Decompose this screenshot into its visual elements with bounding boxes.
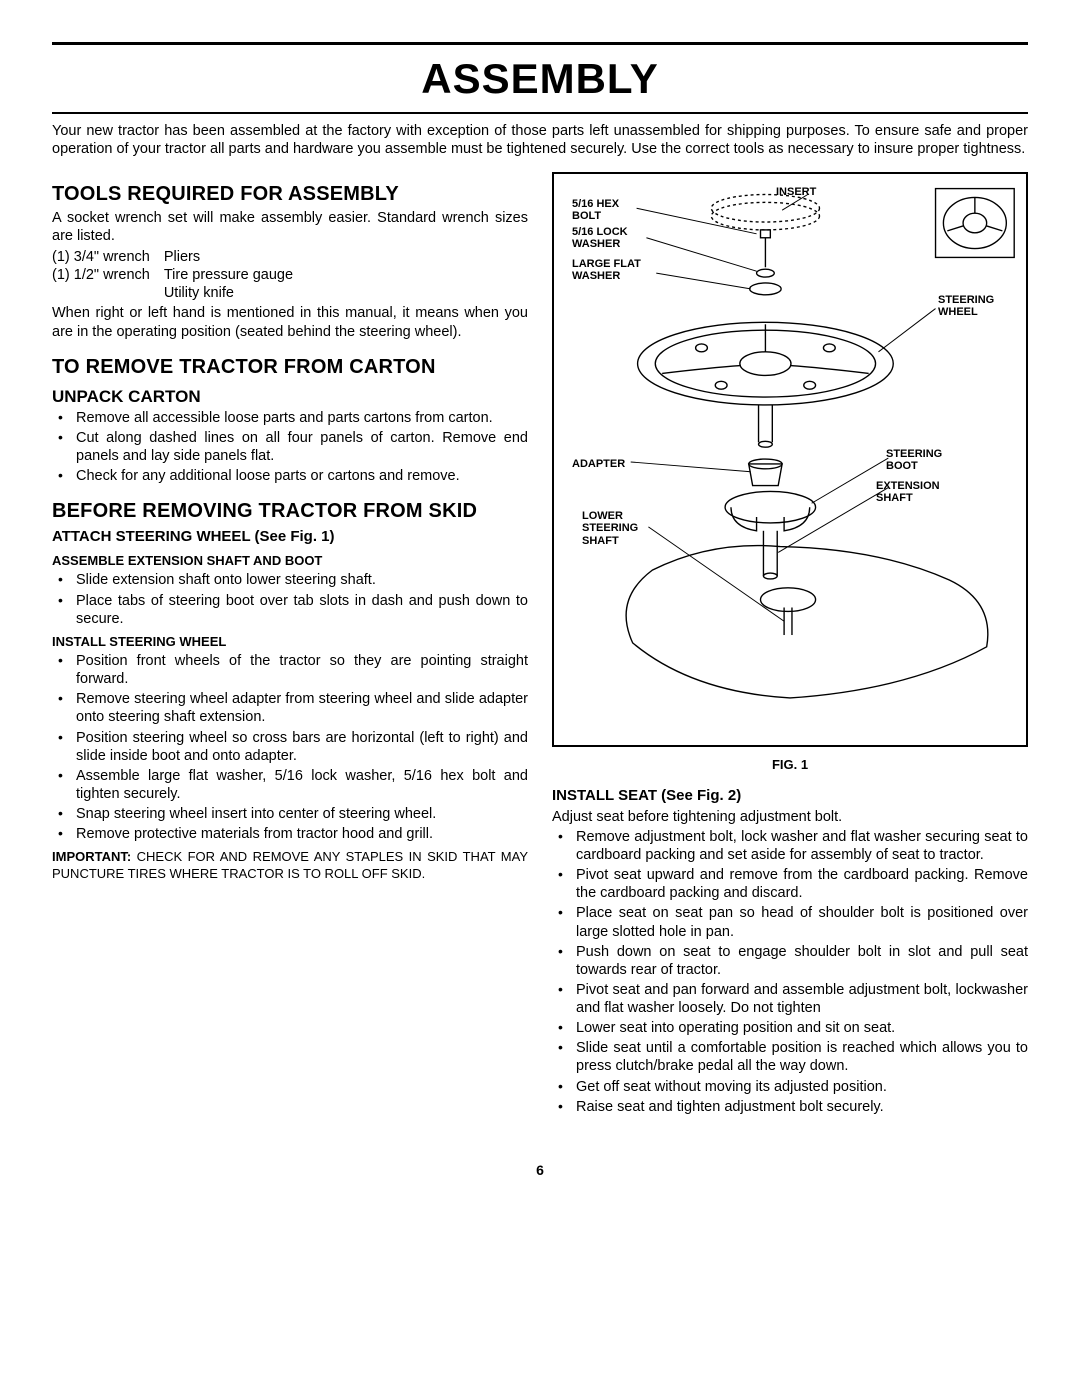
- figure-1-diagram: 5/16 HEX BOLT 5/16 LOCK WASHER LARGE FLA…: [552, 172, 1028, 747]
- list-item: Slide extension shaft onto lower steerin…: [76, 571, 528, 589]
- tool-cell: Tire pressure gauge: [164, 266, 307, 284]
- table-row: (1) 1/2" wrench Tire pressure gauge: [52, 266, 307, 284]
- list-item: Remove adjustment bolt, lock washer and …: [576, 828, 1028, 864]
- seat-lead: Adjust seat before tightening adjustment…: [552, 808, 1028, 826]
- tools-table: (1) 3/4" wrench Pliers (1) 1/2" wrench T…: [52, 248, 307, 302]
- list-item: Pivot seat and pan forward and assemble …: [576, 981, 1028, 1017]
- tool-cell: Pliers: [164, 248, 307, 266]
- list-item: Raise seat and tighten adjustment bolt s…: [576, 1098, 1028, 1116]
- assemble-shaft-heading: ASSEMBLE EXTENSION SHAFT AND BOOT: [52, 553, 528, 569]
- table-row: Utility knife: [52, 284, 307, 302]
- tools-note: When right or left hand is mentioned in …: [52, 304, 528, 340]
- assemble-shaft-list: Slide extension shaft onto lower steerin…: [52, 571, 528, 627]
- remove-heading: TO REMOVE TRACTOR FROM CARTON: [52, 355, 528, 380]
- list-item: Remove all accessible loose parts and pa…: [76, 409, 528, 427]
- list-item: Get off seat without moving its adjusted…: [576, 1078, 1028, 1096]
- label-steering-wheel: STEERING WHEEL: [938, 294, 1008, 319]
- list-item: Remove steering wheel adapter from steer…: [76, 690, 528, 726]
- tools-lead: A socket wrench set will make assembly e…: [52, 209, 528, 245]
- two-column-layout: TOOLS REQUIRED FOR ASSEMBLY A socket wre…: [52, 168, 1028, 1118]
- label-steering-boot: STEERING BOOT: [886, 448, 956, 473]
- list-item: Place seat on seat pan so head of should…: [576, 904, 1028, 940]
- list-item: Pivot seat upward and remove from the ca…: [576, 866, 1028, 902]
- list-item: Remove protective materials from tractor…: [76, 825, 528, 843]
- list-item: Check for any additional loose parts or …: [76, 467, 528, 485]
- page-number: 6: [52, 1162, 1028, 1180]
- list-item: Cut along dashed lines on all four panel…: [76, 429, 528, 465]
- list-item: Snap steering wheel insert into center o…: [76, 805, 528, 823]
- label-extension-shaft: EXTENSION SHAFT: [876, 480, 956, 505]
- list-item: Position front wheels of the tractor so …: [76, 652, 528, 688]
- important-label: IMPORTANT:: [52, 849, 131, 864]
- table-row: (1) 3/4" wrench Pliers: [52, 248, 307, 266]
- rule-top: [52, 42, 1028, 45]
- list-item: Position steering wheel so cross bars ar…: [76, 729, 528, 765]
- seat-list: Remove adjustment bolt, lock washer and …: [552, 828, 1028, 1116]
- list-item: Assemble large flat washer, 5/16 lock wa…: [76, 767, 528, 803]
- tool-cell: (1) 1/2" wrench: [52, 266, 164, 284]
- tools-heading: TOOLS REQUIRED FOR ASSEMBLY: [52, 182, 528, 207]
- list-item: Push down on seat to engage shoulder bol…: [576, 943, 1028, 979]
- label-adapter: ADAPTER: [572, 458, 625, 471]
- label-insert: INSERT: [776, 186, 816, 199]
- label-hex-bolt: 5/16 HEX BOLT: [572, 198, 642, 223]
- important-note: IMPORTANT: CHECK FOR AND REMOVE ANY STAP…: [52, 849, 528, 882]
- label-lower-shaft: LOWER STEERING SHAFT: [582, 510, 652, 548]
- page-title: ASSEMBLY: [52, 53, 1028, 106]
- install-seat-heading: INSTALL SEAT (See Fig. 2): [552, 787, 1028, 806]
- unpack-list: Remove all accessible loose parts and pa…: [52, 409, 528, 486]
- list-item: Slide seat until a comfortable position …: [576, 1039, 1028, 1075]
- tool-cell: [52, 284, 164, 302]
- before-heading: BEFORE REMOVING TRACTOR FROM SKID: [52, 499, 528, 524]
- list-item: Place tabs of steering boot over tab slo…: [76, 592, 528, 628]
- install-wheel-list: Position front wheels of the tractor so …: [52, 652, 528, 843]
- list-item: Lower seat into operating position and s…: [576, 1019, 1028, 1037]
- label-flat-washer: LARGE FLAT WASHER: [572, 258, 662, 283]
- right-column: 5/16 HEX BOLT 5/16 LOCK WASHER LARGE FLA…: [552, 168, 1028, 1118]
- install-wheel-heading: INSTALL STEERING WHEEL: [52, 634, 528, 650]
- unpack-heading: UNPACK CARTON: [52, 386, 528, 407]
- intro-paragraph: Your new tractor has been assembled at t…: [52, 122, 1028, 158]
- rule-under-title: [52, 112, 1028, 114]
- left-column: TOOLS REQUIRED FOR ASSEMBLY A socket wre…: [52, 168, 528, 1118]
- attach-heading: ATTACH STEERING WHEEL (See Fig. 1): [52, 528, 528, 547]
- figure-caption: FIG. 1: [552, 757, 1028, 773]
- tool-cell: (1) 3/4" wrench: [52, 248, 164, 266]
- label-lock-washer: 5/16 LOCK WASHER: [572, 226, 652, 251]
- tool-cell: Utility knife: [164, 284, 307, 302]
